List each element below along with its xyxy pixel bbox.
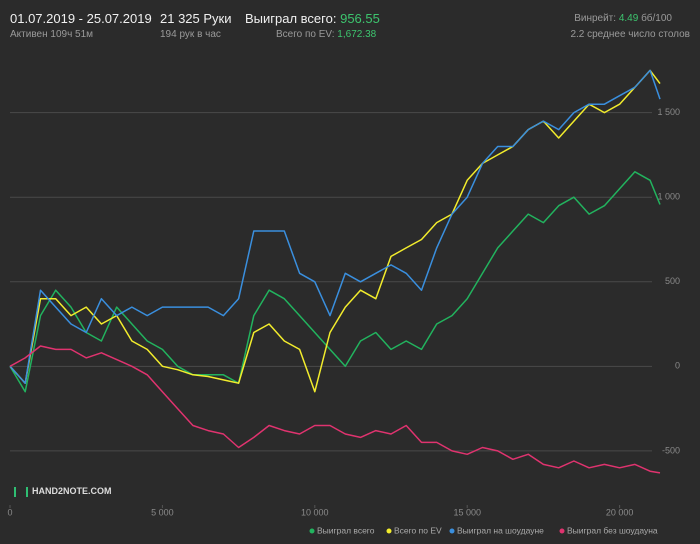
- legend-dot: [309, 528, 315, 534]
- logo: HAND2NOTE.COM: [14, 486, 112, 497]
- series-line: [9, 171, 661, 393]
- legend-dot: [386, 528, 392, 534]
- hands: 21 325 Руки: [160, 11, 232, 26]
- value: 1,672.38: [337, 29, 377, 40]
- y-tick-label: 0: [675, 361, 680, 371]
- y-tick-label: 1 000: [657, 192, 680, 202]
- y-tick-label: 500: [665, 276, 680, 286]
- legend-label: Выиграл всего: [317, 525, 375, 535]
- active-time: Активен 109ч 51м: [10, 29, 94, 40]
- value: 956.55: [340, 11, 380, 26]
- x-tick-label: 0: [7, 507, 12, 517]
- legend-label: Выиграл на шоудауне: [457, 525, 544, 535]
- x-tick-label: 5 000: [151, 507, 174, 517]
- y-tick-label: -500: [662, 445, 680, 455]
- unit: бб/100: [641, 13, 672, 24]
- x-tick-label: 10 000: [301, 507, 329, 517]
- x-tick-label: 15 000: [453, 507, 481, 517]
- legend-label: Выиграл без шоудауна: [567, 525, 658, 535]
- period: 01.07.2019 - 25.07.2019: [10, 11, 152, 26]
- hands-per-hour: 194 рук в час: [160, 29, 221, 40]
- legend-dot: [559, 528, 565, 534]
- legend-dot: [449, 528, 455, 534]
- winrate: Винрейт: 4.49 бб/100: [574, 13, 672, 24]
- logo-text: HAND2NOTE.COM: [32, 486, 112, 496]
- ev-total: Всего по EV: 1,672.38: [276, 29, 376, 40]
- value: 4.49: [618, 13, 639, 24]
- series-line: [9, 69, 661, 384]
- x-tick-label: 20 000: [606, 507, 634, 517]
- legend-label: Всего по EV: [394, 525, 442, 535]
- y-tick-label: 1 500: [657, 107, 680, 117]
- label: Всего по EV:: [276, 29, 335, 40]
- won-total: Выиграл всего: 956.55: [245, 11, 380, 26]
- tables: 2.2 среднее число столов: [570, 29, 690, 40]
- series-line: [9, 69, 661, 393]
- label: Винрейт:: [574, 13, 617, 24]
- series-line: [9, 345, 661, 474]
- label: Выиграл всего:: [245, 11, 337, 26]
